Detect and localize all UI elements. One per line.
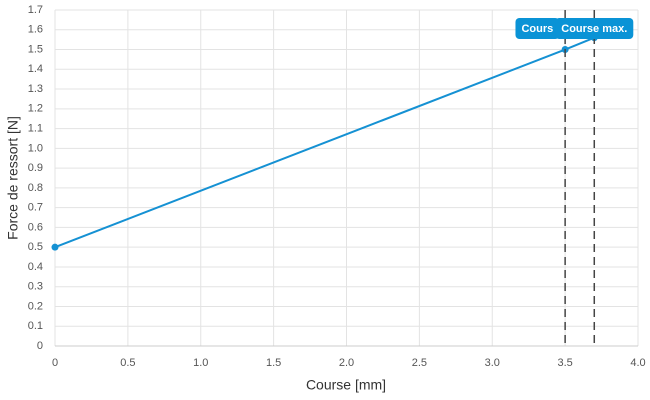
y-tick-label: 1.1 xyxy=(28,122,43,134)
annotation-box xyxy=(555,18,634,39)
y-tick-label: 1.6 xyxy=(28,24,43,36)
y-tick-label: 0.6 xyxy=(28,221,43,233)
y-tick-label: 1.0 xyxy=(28,142,43,154)
point xyxy=(51,243,59,251)
annotation-label: Cours xyxy=(521,23,553,35)
y-tick-label: 0 xyxy=(37,340,43,352)
y-tick-label: 0.5 xyxy=(28,241,43,253)
y-tick-label: 1.5 xyxy=(28,43,43,55)
x-tick-label: 1.5 xyxy=(266,357,281,369)
annotation-label: Course max. xyxy=(561,23,627,35)
x-tick-label: 3.0 xyxy=(485,357,500,369)
y-tick-label: 0.7 xyxy=(28,202,43,214)
y-axis-title: Force de ressort [N] xyxy=(5,116,21,240)
y-tick-label: 1.4 xyxy=(28,63,43,75)
y-tick-label: 0.2 xyxy=(28,300,43,312)
y-tick-label: 0.9 xyxy=(28,162,43,174)
y-tick-label: 1.2 xyxy=(28,103,43,115)
y-tick-label: 0.4 xyxy=(28,261,43,273)
y-tick-label: 0.1 xyxy=(28,320,43,332)
annotation-box xyxy=(515,18,560,39)
x-tick-label: 0 xyxy=(52,357,58,369)
x-tick-label: 3.5 xyxy=(557,357,572,369)
x-tick-label: 0.5 xyxy=(120,357,135,369)
y-tick-label: 0.8 xyxy=(28,182,43,194)
y-tick-label: 1.3 xyxy=(28,83,43,95)
y-tick-label: 1.7 xyxy=(28,4,43,16)
x-tick-label: 1.0 xyxy=(193,357,208,369)
x-axis-title: Course [mm] xyxy=(306,377,386,393)
y-tick-label: 0.3 xyxy=(28,281,43,293)
x-tick-label: 2.5 xyxy=(412,357,427,369)
x-tick-label: 2.0 xyxy=(339,357,354,369)
x-tick-label: 4.0 xyxy=(630,357,645,369)
